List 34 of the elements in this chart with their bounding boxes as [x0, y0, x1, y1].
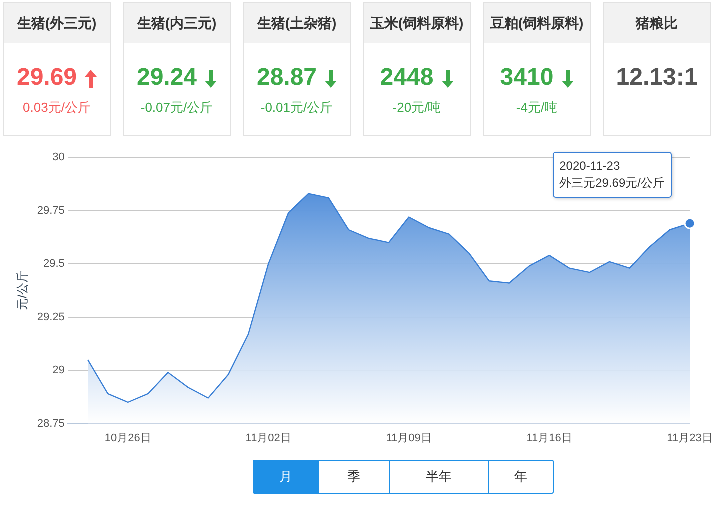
category-label: 玉米(饲料原料) — [364, 3, 470, 43]
y-tick-label: 30 — [52, 152, 65, 164]
x-tick-label: 11月16日 — [526, 432, 572, 444]
category-label: 豆粕(饲料原料) — [484, 3, 590, 43]
y-tick-label: 29 — [52, 364, 65, 377]
y-axis-title: 元/公斤 — [16, 271, 30, 310]
data-label: -20元/吨 — [392, 99, 442, 117]
data-label: -0.07元/公斤 — [140, 99, 214, 117]
category-label: 生猪(外三元) — [4, 3, 110, 43]
y-tick-label: 29.75 — [37, 204, 65, 217]
y-tick-label: 28.75 — [37, 418, 65, 430]
text: 半年 — [389, 461, 488, 493]
text: 28.87 — [256, 64, 318, 91]
data-label: -4元/吨 — [515, 99, 559, 117]
y-tick-label: 29.25 — [37, 311, 65, 324]
text: 2448 — [380, 64, 434, 91]
data-label: -0.01元/公斤 — [260, 99, 334, 117]
x-tick-label: 10月26日 — [104, 432, 152, 444]
x-tick-label: 11月09日 — [386, 432, 432, 444]
category-label: 生猪(土杂猪) — [244, 3, 350, 43]
annotation: 2020-11-23 外三元29.69元/公斤 — [552, 152, 672, 198]
data-label: 0.03元/公斤 — [22, 99, 92, 117]
text: 季 — [318, 461, 389, 493]
category-label: 生猪(内三元) — [124, 3, 230, 43]
x-tick-label: 11月02日 — [246, 432, 292, 444]
category-label: 猪粮比 — [604, 3, 710, 43]
x-tick-label: 11月23日 — [667, 432, 713, 444]
text: 29.69 — [16, 64, 78, 91]
text: 3410 — [500, 64, 554, 91]
text: 12.13:1 — [616, 64, 698, 91]
text: 年 — [488, 461, 553, 493]
y-tick-label: 29.5 — [44, 258, 65, 270]
text: 29.24 — [136, 64, 198, 91]
text: 月 — [254, 461, 318, 493]
